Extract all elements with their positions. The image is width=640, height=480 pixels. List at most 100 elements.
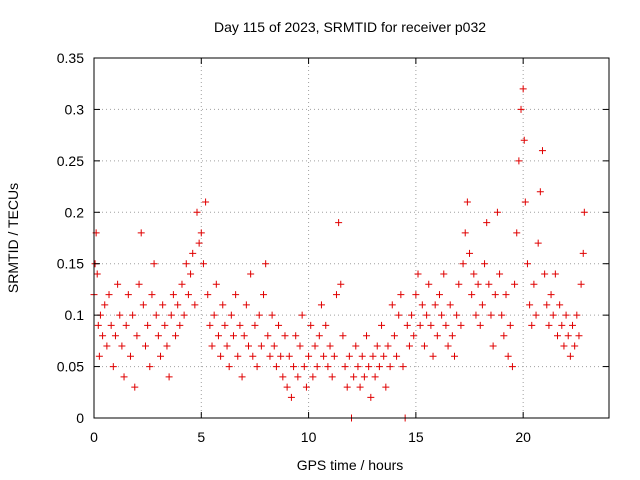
data-point [182, 260, 190, 268]
data-point [380, 352, 388, 360]
data-point [435, 291, 443, 299]
data-point [556, 301, 564, 309]
data-point [290, 363, 298, 371]
data-point [311, 342, 319, 350]
data-point [126, 352, 134, 360]
data-point [174, 301, 182, 309]
data-point [468, 291, 476, 299]
data-point [161, 321, 169, 329]
data-point [135, 280, 143, 288]
data-point [350, 373, 358, 381]
data-point [206, 321, 214, 329]
data-point [296, 342, 304, 350]
data-point [451, 352, 458, 360]
data-point [148, 291, 156, 299]
data-point [371, 373, 379, 381]
data-point [219, 301, 227, 309]
data-point [547, 291, 555, 299]
data-point [337, 280, 345, 288]
data-point [245, 342, 252, 350]
data-point [506, 321, 514, 329]
data-point [517, 105, 525, 113]
data-points [90, 85, 588, 422]
data-point [463, 198, 471, 206]
data-point [508, 363, 516, 371]
y-tick-label: 0.2 [65, 204, 85, 220]
data-point [580, 208, 588, 216]
data-point [577, 280, 585, 288]
x-tick-label: 10 [301, 429, 317, 445]
data-point [114, 280, 122, 288]
data-point [408, 311, 416, 319]
x-tick-label: 5 [197, 429, 205, 445]
data-point [313, 363, 321, 371]
data-point [523, 260, 531, 268]
data-point [448, 332, 456, 340]
data-point [214, 332, 222, 340]
data-point [229, 332, 237, 340]
data-point [481, 260, 489, 268]
data-point [386, 363, 394, 371]
y-tick-label: 0 [76, 410, 84, 426]
data-point [197, 229, 205, 237]
data-point [384, 342, 392, 350]
data-point [433, 332, 441, 340]
data-point [180, 311, 188, 319]
data-point [287, 393, 295, 401]
data-point [504, 352, 512, 360]
data-point [438, 311, 446, 319]
data-point [388, 301, 396, 309]
data-point [440, 270, 448, 278]
data-point [142, 342, 149, 350]
data-point [101, 301, 109, 309]
data-point [131, 383, 139, 391]
data-point [393, 352, 401, 360]
data-point [365, 363, 373, 371]
data-point [315, 332, 323, 340]
data-point [251, 321, 259, 329]
data-point [302, 383, 310, 391]
data-point [93, 270, 101, 278]
data-point [431, 301, 439, 309]
data-point [414, 270, 422, 278]
grid-lines [94, 58, 609, 418]
data-point [369, 352, 377, 360]
data-point [236, 321, 244, 329]
data-point [459, 260, 467, 268]
data-point [466, 249, 474, 257]
data-point [476, 321, 484, 329]
data-point [519, 85, 527, 93]
data-point [184, 291, 192, 299]
data-point [403, 321, 411, 329]
data-point [298, 311, 306, 319]
data-point [187, 270, 195, 278]
data-point [420, 342, 428, 350]
data-point [543, 301, 551, 309]
data-point [573, 311, 581, 319]
plot-frame [93, 57, 610, 419]
data-point [554, 332, 561, 340]
data-point [335, 219, 343, 227]
data-point [105, 291, 113, 299]
data-point [526, 301, 534, 309]
data-point [457, 321, 465, 329]
data-point [410, 332, 418, 340]
data-point [262, 260, 270, 268]
data-point [571, 342, 579, 350]
data-point [530, 280, 538, 288]
data-point [532, 311, 540, 319]
data-point [283, 383, 291, 391]
data-point [307, 321, 315, 329]
data-point [317, 301, 325, 309]
data-point [210, 311, 218, 319]
y-tick-label: 0.05 [57, 359, 84, 375]
data-point [536, 188, 544, 196]
data-point [511, 280, 519, 288]
data-point [444, 342, 452, 350]
data-point [202, 198, 210, 206]
data-point [418, 301, 426, 309]
data-point [485, 280, 493, 288]
data-point [513, 229, 521, 237]
data-point [354, 363, 362, 371]
